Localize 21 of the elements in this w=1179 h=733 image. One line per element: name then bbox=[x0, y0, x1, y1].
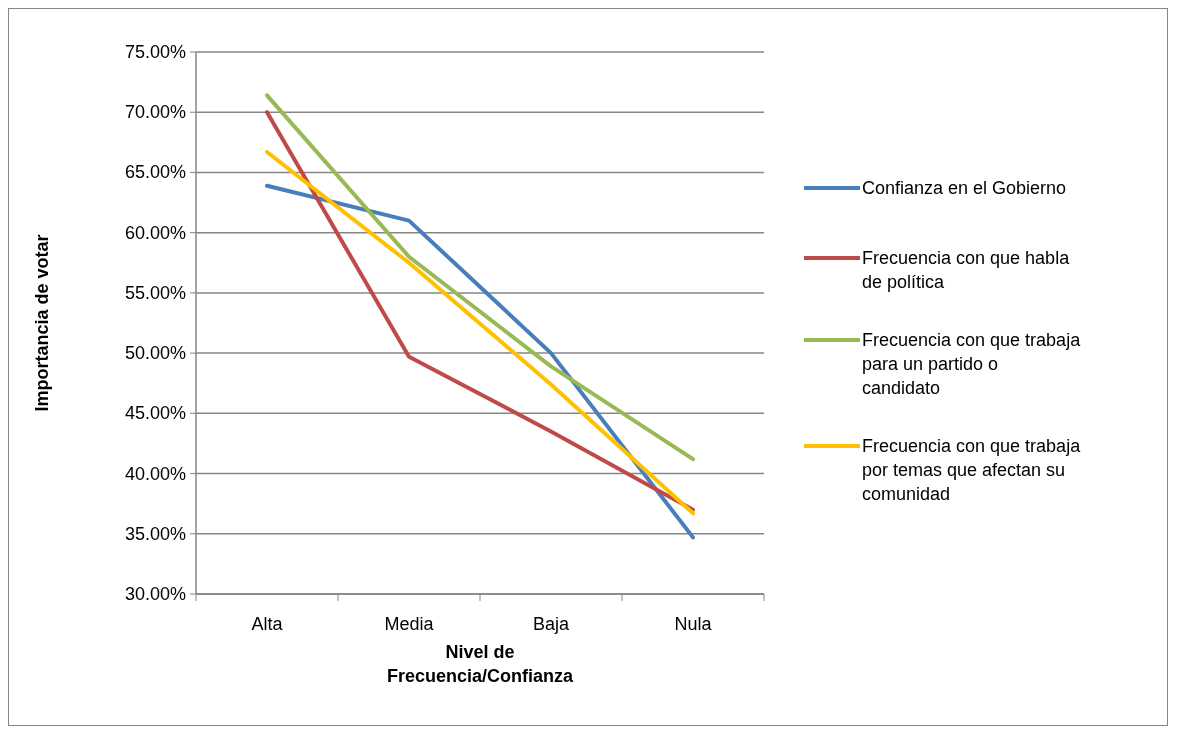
legend-label: Frecuencia con que trabaja por temas que afectan su comunidad bbox=[862, 436, 1082, 504]
x-axis-title: Nivel de Frecuencia/Confianza bbox=[386, 642, 575, 686]
y-tick-label: 55.00% bbox=[124, 282, 186, 303]
y-tick-label: 40.00% bbox=[124, 463, 186, 484]
y-axis-title: Importancia de votar bbox=[32, 234, 52, 412]
x-tick-label: Nula bbox=[674, 614, 713, 634]
x-tick-label: Baja bbox=[532, 614, 570, 634]
line-series bbox=[265, 93, 695, 462]
y-tick-label: 35.00% bbox=[124, 523, 186, 544]
y-tick-label: 50.00% bbox=[124, 343, 186, 364]
legend-label: Confianza en el Gobierno bbox=[862, 178, 1067, 198]
y-tick-label: 75.00% bbox=[124, 42, 186, 62]
x-tick-label: Media bbox=[384, 614, 435, 634]
legend-label: Frecuencia con que trabaja para un partido o candidato bbox=[862, 330, 1082, 398]
x-tick-label: Alta bbox=[251, 614, 284, 634]
y-tick-label: 45.00% bbox=[124, 403, 186, 424]
legend-label: Frecuencia con que habla de política bbox=[862, 248, 1071, 292]
y-tick-label: 60.00% bbox=[124, 222, 186, 243]
y-tick-label: 70.00% bbox=[124, 102, 186, 123]
y-tick-label: 30.00% bbox=[124, 584, 186, 604]
y-tick-label: 65.00% bbox=[124, 162, 186, 183]
